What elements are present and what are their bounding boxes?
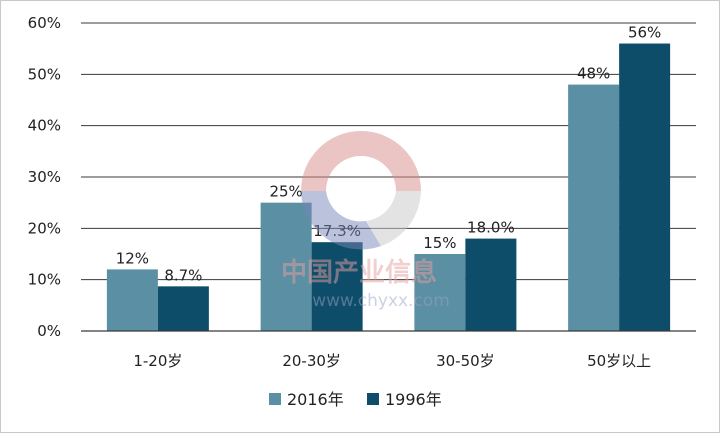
bars — [106, 43, 671, 332]
data-label: 48% — [577, 65, 610, 83]
x-category-label: 20-30岁 — [282, 352, 341, 370]
bar-series-2016 — [568, 84, 620, 331]
x-category-label: 50岁以上 — [587, 352, 651, 370]
bar-series-2016 — [106, 269, 158, 331]
legend-label: 2016年 — [287, 390, 344, 409]
bar-series-2016 — [260, 202, 312, 331]
legend-swatch-1996 — [367, 393, 379, 405]
y-tick-label: 20% — [28, 219, 61, 237]
x-axis-category-labels: 1-20岁 20-30岁 30-50岁 50岁以上 — [133, 352, 651, 370]
data-label: 12% — [116, 249, 149, 267]
y-axis-tick-labels: 0% 10% 20% 30% 40% 50% 60% — [28, 14, 61, 340]
watermark-url: www.chyxx.com — [312, 291, 450, 311]
bar-series-1996 — [465, 238, 517, 331]
y-tick-label: 40% — [28, 117, 61, 135]
bar-series-1996 — [157, 286, 209, 331]
bar-series-2016 — [414, 254, 466, 331]
data-label: 8.7% — [164, 266, 202, 284]
data-label: 18.0% — [467, 219, 515, 237]
watermark: 中国产业信息 www.chyxx.com — [281, 131, 450, 311]
bar-series-1996 — [619, 43, 671, 332]
data-label: 25% — [269, 183, 302, 201]
legend-label: 1996年 — [385, 390, 442, 409]
watermark-text: 中国产业信息 — [281, 257, 437, 288]
data-label: 56% — [628, 24, 661, 42]
legend-swatch-2016 — [269, 393, 281, 405]
legend: 2016年 1996年 — [269, 390, 442, 409]
y-tick-label: 0% — [37, 322, 61, 340]
watermark-logo-icon — [301, 131, 421, 250]
x-category-label: 1-20岁 — [133, 352, 182, 370]
data-label: 15% — [423, 234, 456, 252]
y-tick-label: 60% — [28, 14, 61, 32]
x-category-label: 30-50岁 — [436, 352, 495, 370]
y-tick-label: 30% — [28, 168, 61, 186]
y-tick-label: 50% — [28, 65, 61, 83]
y-tick-label: 10% — [28, 271, 61, 289]
bar-series-1996 — [311, 242, 363, 331]
